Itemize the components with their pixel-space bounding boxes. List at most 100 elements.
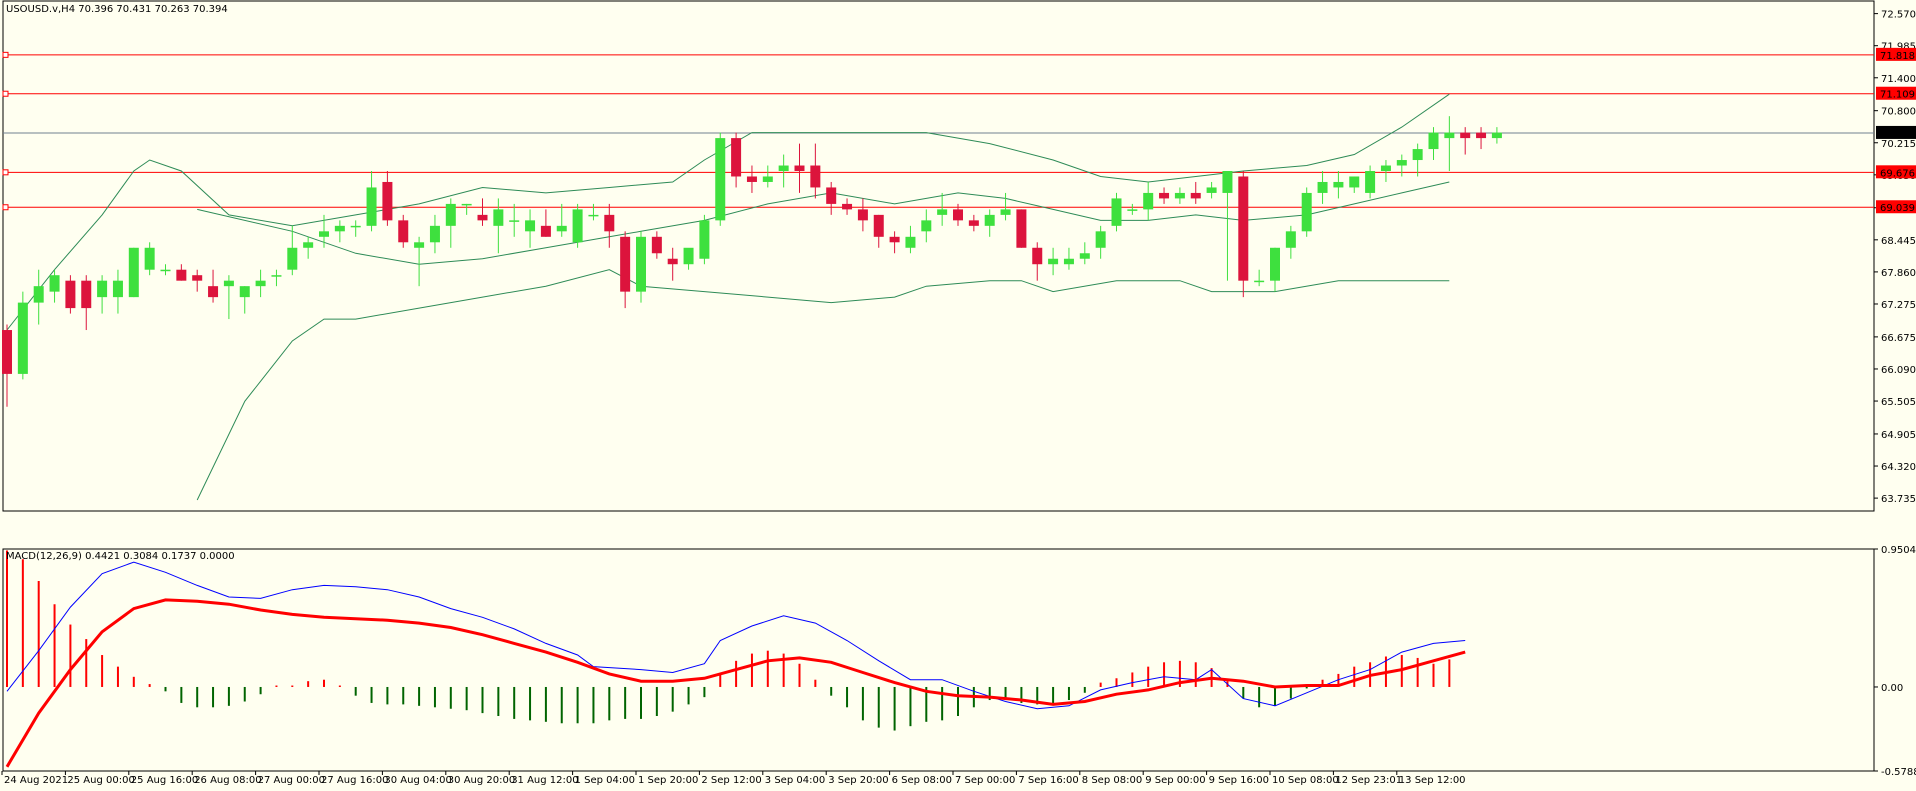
time-axis-label: 25 Aug 16:00: [131, 775, 198, 786]
bear-candle: [2, 330, 12, 374]
bull-candle: [1127, 209, 1138, 211]
bull-candle: [1206, 187, 1217, 193]
level-line-handle: [2, 169, 9, 176]
bear-candle: [398, 220, 409, 243]
bull-candle: [1396, 160, 1407, 166]
bull-candle: [128, 247, 139, 298]
level-line-handle: [2, 204, 9, 211]
macd-line: [6, 561, 1466, 710]
bull-candle: [1301, 192, 1312, 232]
time-axis-label: 30 Aug 20:00: [448, 775, 515, 786]
time-axis-label: 10 Sep 08:00: [1272, 775, 1339, 786]
level-price-tag: [1876, 86, 1916, 100]
price-axis-label: 70.800: [1881, 107, 1916, 118]
bull-candle: [366, 187, 377, 226]
bull-candle: [239, 286, 250, 298]
bear-candle: [842, 203, 853, 210]
price-axis-label: 65.505: [1881, 397, 1916, 408]
bull-candle: [493, 209, 504, 226]
bollinger-middle-band: [197, 181, 1450, 265]
bear-candle: [208, 286, 219, 298]
time-axis-label: 3 Sep 20:00: [828, 775, 888, 786]
bear-candle: [604, 214, 615, 232]
symbol-info-header: USOUSD.v,H4 70.396 70.431 70.263 70.394: [6, 4, 228, 15]
time-axis-label: 30 Aug 04:00: [384, 775, 451, 786]
bear-candle: [746, 176, 757, 182]
bear-candle: [873, 214, 884, 237]
bear-candle: [889, 236, 900, 243]
level-line-handle: [2, 51, 9, 58]
bear-candle: [65, 280, 76, 309]
bull-candle: [1270, 247, 1280, 281]
level-price-tag: [1876, 47, 1916, 61]
bull-candle: [461, 203, 472, 206]
bull-candle: [49, 275, 60, 292]
bear-candle: [968, 220, 979, 226]
bull-candle: [1365, 171, 1376, 193]
bull-candle: [1349, 176, 1360, 188]
price-axis-label: 71.400: [1881, 74, 1916, 85]
bear-candle: [1159, 192, 1170, 199]
bull-candle: [1000, 209, 1011, 215]
current-price-label: 70.394: [1880, 129, 1915, 140]
level-price-label: 71.109: [1880, 90, 1915, 101]
bull-candle: [937, 209, 948, 215]
bull-candle: [715, 138, 726, 221]
bull-candle: [1333, 181, 1344, 188]
price-axis-label: 70.215: [1881, 139, 1916, 150]
bull-candle: [762, 176, 773, 182]
bear-candle: [857, 209, 868, 221]
time-axis-label: 2 Sep 12:00: [701, 775, 761, 786]
bear-candle: [810, 165, 821, 188]
time-axis-label: 25 Aug 00:00: [67, 775, 134, 786]
price-axis-label: 66.675: [1881, 333, 1916, 344]
bear-candle: [1190, 192, 1201, 199]
bull-candle: [1412, 149, 1423, 161]
bull-candle: [160, 269, 171, 272]
price-axis-label: 67.860: [1881, 268, 1916, 279]
bull-candle: [17, 302, 28, 374]
time-axis-label: 1 Sep 04:00: [575, 775, 635, 786]
price-axis-label: 64.320: [1881, 462, 1916, 473]
macd-axis-label: -0.5788: [1881, 767, 1916, 778]
bollinger-upper-band: [6, 93, 1450, 331]
indicator-info-header: MACD(12,26,9) 0.4421 0.3084 0.1737 0.000…: [6, 551, 235, 562]
bear-candle: [81, 280, 92, 309]
price-axis-label: 63.735: [1881, 494, 1916, 505]
price-axis-label: 68.445: [1881, 236, 1916, 247]
level-line-handle: [2, 90, 9, 97]
level-price-label: 69.676: [1880, 168, 1915, 179]
time-axis-label: 7 Sep 00:00: [955, 775, 1015, 786]
bull-candle: [319, 231, 329, 237]
bear-candle: [192, 275, 203, 281]
bull-candle: [683, 247, 694, 265]
price-axis-label: 72.570: [1881, 10, 1916, 21]
bull-candle: [1079, 253, 1090, 259]
time-axis-label: 12 Sep 23:01: [1335, 775, 1402, 786]
bull-candle: [429, 225, 440, 243]
bull-candle: [556, 225, 567, 232]
bear-candle: [620, 236, 631, 292]
macd-axis-label: 0.9504: [1881, 545, 1916, 556]
bull-candle: [97, 280, 108, 298]
level-price-label: 71.818: [1880, 51, 1915, 62]
bear-candle: [540, 225, 551, 237]
bull-candle: [1254, 280, 1265, 283]
bull-candle: [572, 209, 583, 243]
bull-candle: [112, 280, 123, 298]
macd-pane-frame: [2, 548, 1875, 772]
bear-candle: [826, 187, 837, 204]
time-axis-label: 9 Sep 00:00: [1145, 775, 1205, 786]
bull-candle: [1063, 258, 1074, 265]
bull-candle: [778, 165, 789, 171]
bull-candle: [414, 242, 425, 248]
signal-line: [5, 598, 1466, 768]
level-price-label: 69.039: [1880, 203, 1915, 214]
bull-candle: [509, 220, 520, 222]
bear-candle: [1238, 176, 1249, 281]
bear-candle: [1476, 132, 1487, 139]
bull-candle: [303, 242, 314, 248]
bear-candle: [1460, 132, 1471, 139]
